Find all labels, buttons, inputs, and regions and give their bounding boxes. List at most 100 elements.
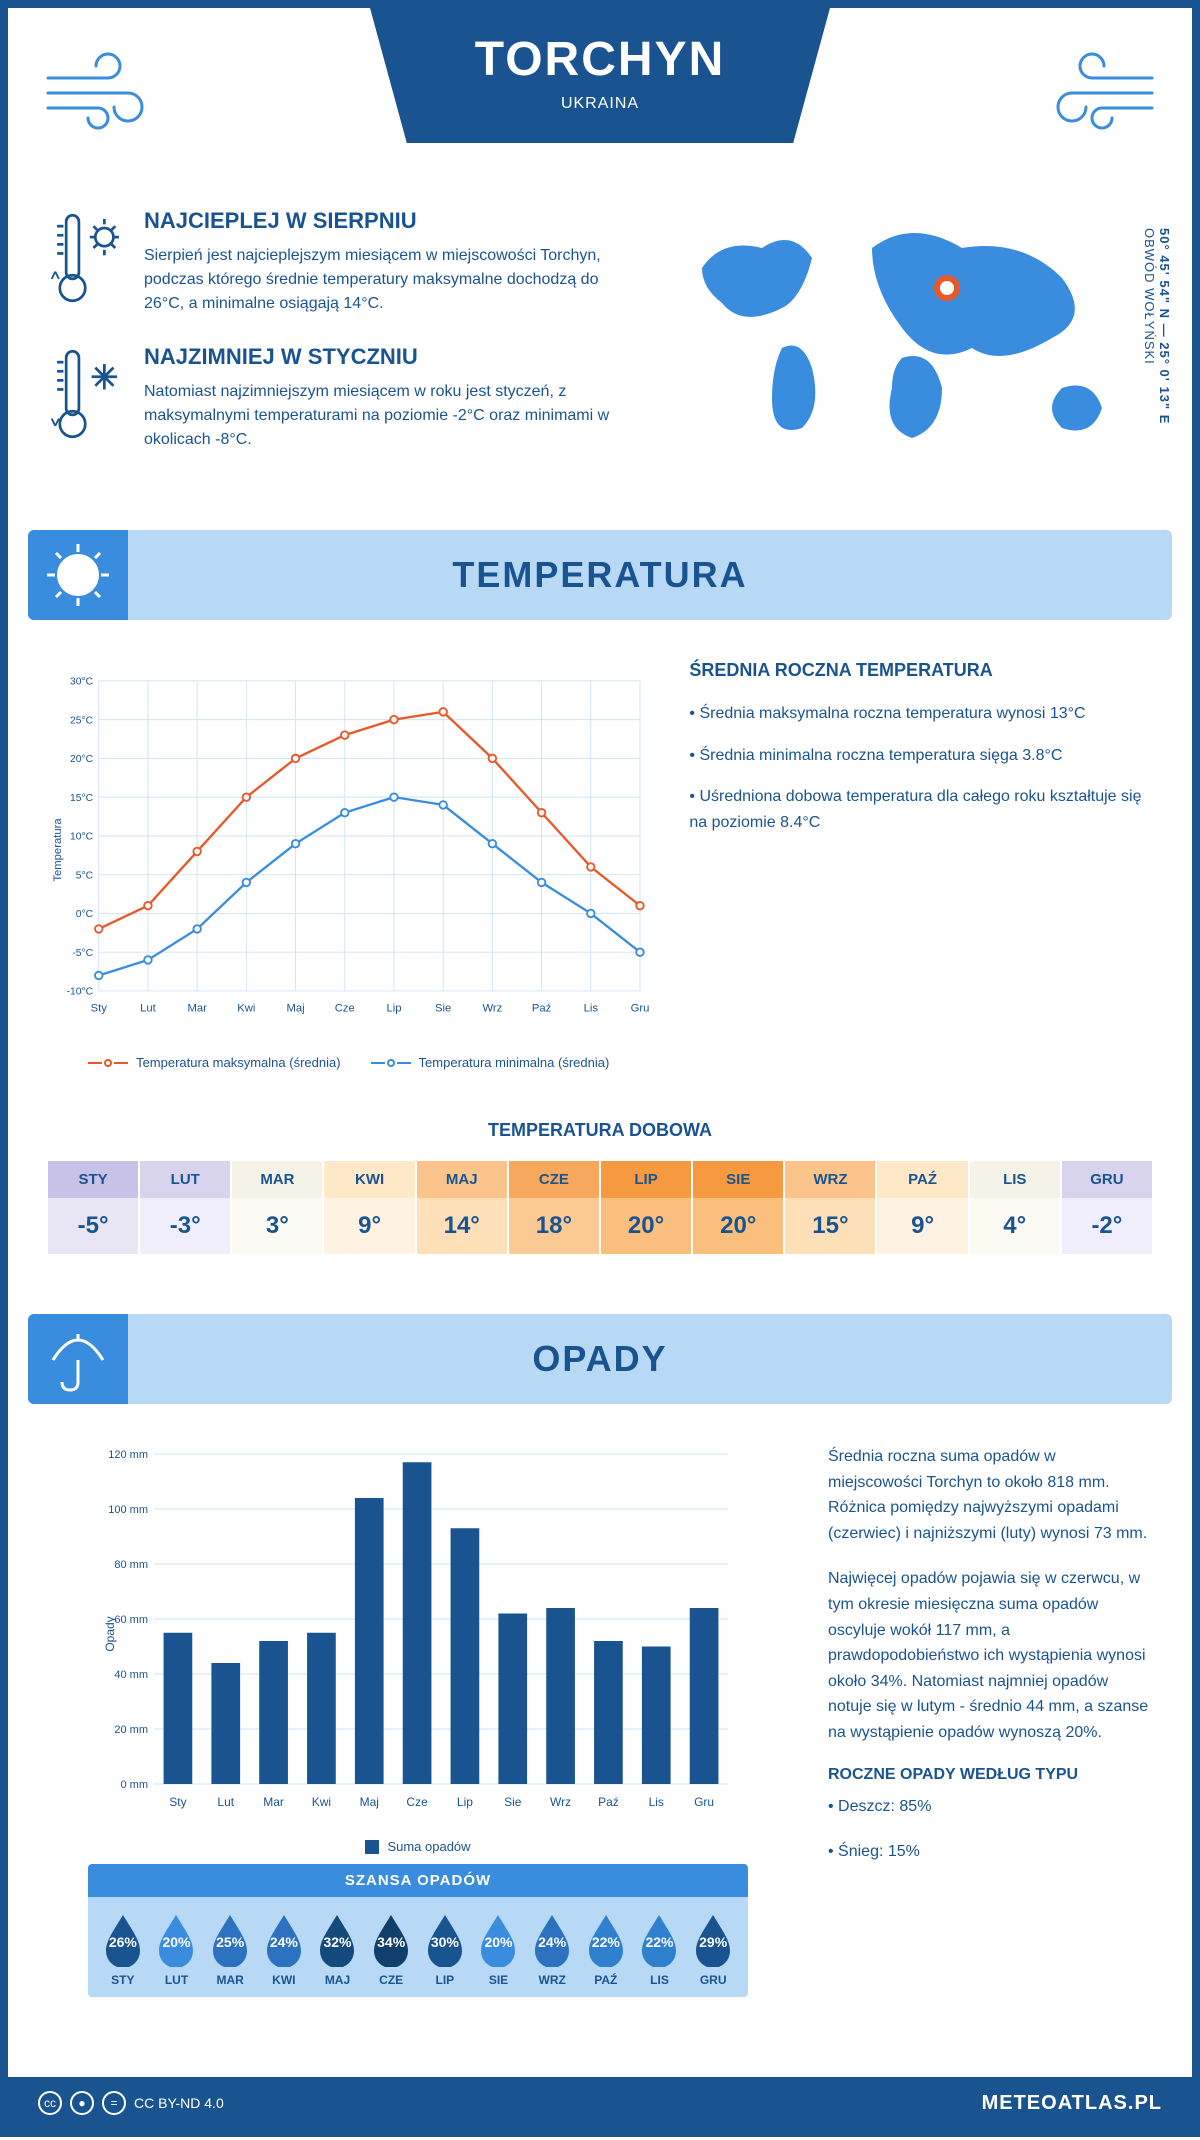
daily-temp-cell: LUT-3°: [140, 1161, 230, 1254]
precip-type-bullet: • Śnieg: 15%: [828, 1839, 1152, 1865]
temp-heading: TEMPERATURA: [452, 554, 747, 596]
svg-text:15°C: 15°C: [70, 793, 94, 804]
warmest-block: NAJCIEPLEJ W SIERPNIU Sierpień jest najc…: [48, 208, 642, 316]
footer: cc ● = CC BY-ND 4.0 METEOATLAS.PL: [8, 2077, 1192, 2129]
svg-text:20 mm: 20 mm: [114, 1724, 148, 1736]
svg-text:Paź: Paź: [598, 1795, 619, 1809]
svg-text:Lut: Lut: [217, 1795, 234, 1809]
svg-text:10°C: 10°C: [70, 832, 94, 843]
svg-text:Paź: Paź: [532, 1003, 552, 1015]
umbrella-icon: [43, 1324, 113, 1394]
svg-text:Opady: Opady: [103, 1616, 117, 1651]
country-subtitle: UKRAINA: [390, 95, 810, 113]
chance-cell: 34%CZE: [364, 1911, 418, 1987]
daily-temp-cell: LIP20°: [601, 1161, 691, 1254]
chance-cell: 22%LIS: [633, 1911, 687, 1987]
precip-type-bullet: • Deszcz: 85%: [828, 1794, 1152, 1820]
svg-text:Kwi: Kwi: [312, 1795, 331, 1809]
temperature-line-chart: -10°C-5°C0°C5°C10°C15°C20°C25°C30°CStyLu…: [48, 660, 649, 1070]
daily-temp-table: TEMPERATURA DOBOWA STY-5°LUT-3°MAR3°KWI9…: [8, 1110, 1192, 1294]
daily-temp-cell: CZE18°: [509, 1161, 599, 1254]
svg-text:Maj: Maj: [286, 1003, 304, 1015]
precip-para: Najwięcej opadów pojawia się w czerwcu, …: [828, 1566, 1152, 1745]
wind-icon: [38, 38, 178, 138]
chance-cell: 25%MAR: [203, 1911, 257, 1987]
city-title: TORCHYN: [390, 32, 810, 87]
svg-text:30°C: 30°C: [70, 677, 94, 688]
svg-text:Gru: Gru: [631, 1003, 650, 1015]
temp-stat-bullet: • Średnia minimalna roczna temperatura s…: [689, 743, 1152, 769]
nd-icon: =: [102, 2091, 126, 2115]
daily-temp-cell: GRU-2°: [1062, 1161, 1152, 1254]
legend-item: Temperatura maksymalna (średnia): [88, 1055, 340, 1070]
temp-stat-bullet: • Uśredniona dobowa temperatura dla całe…: [689, 784, 1152, 835]
header: TORCHYN UKRAINA: [8, 8, 1192, 188]
svg-text:Mar: Mar: [187, 1003, 207, 1015]
chance-of-precip: SZANSA OPADÓW 26%STY20%LUT25%MAR24%KWI32…: [88, 1864, 748, 1997]
svg-text:Kwi: Kwi: [237, 1003, 255, 1015]
thermometer-sun-icon: [48, 208, 128, 308]
svg-text:-5°C: -5°C: [72, 948, 93, 959]
daily-temp-cell: LIS4°: [970, 1161, 1060, 1254]
precip-para: Średnia roczna suma opadów w miejscowośc…: [828, 1444, 1152, 1546]
cc-icon: cc: [38, 2091, 62, 2115]
legend-item: Temperatura minimalna (średnia): [371, 1055, 610, 1070]
coldest-text: Natomiast najzimniejszym miesiącem w rok…: [144, 380, 642, 452]
precip-stats: Średnia roczna suma opadów w miejscowośc…: [828, 1444, 1152, 2037]
chance-cell: 20%SIE: [472, 1911, 526, 1987]
svg-text:Lip: Lip: [386, 1003, 401, 1015]
chance-cell: 20%LUT: [150, 1911, 204, 1987]
chance-title: SZANSA OPADÓW: [88, 1864, 748, 1897]
svg-text:Wrz: Wrz: [482, 1003, 502, 1015]
daily-temp-cell: KWI9°: [324, 1161, 414, 1254]
chance-cell: 26%STY: [96, 1911, 150, 1987]
svg-text:Lip: Lip: [457, 1795, 473, 1809]
daily-temp-cell: MAR3°: [232, 1161, 322, 1254]
temp-chart-legend: Temperatura maksymalna (średnia) Temperat…: [48, 1055, 649, 1070]
chance-cell: 22%PAŹ: [579, 1911, 633, 1987]
svg-text:Cze: Cze: [335, 1003, 355, 1015]
precipitation-bar-chart: 0 mm20 mm40 mm60 mm80 mm100 mm120 mmStyL…: [48, 1444, 788, 2037]
svg-text:Sie: Sie: [435, 1003, 451, 1015]
svg-text:80 mm: 80 mm: [114, 1559, 148, 1571]
svg-text:5°C: 5°C: [76, 870, 94, 881]
svg-text:Lis: Lis: [649, 1795, 664, 1809]
chance-cell: 24%WRZ: [525, 1911, 579, 1987]
info-row: NAJCIEPLEJ W SIERPNIU Sierpień jest najc…: [8, 188, 1192, 510]
svg-text:Lut: Lut: [140, 1003, 157, 1015]
warmest-text: Sierpień jest najcieplejszym miesiącem w…: [144, 244, 642, 316]
thermometer-snow-icon: [48, 344, 128, 444]
svg-text:Maj: Maj: [360, 1795, 379, 1809]
chance-cell: 30%LIP: [418, 1911, 472, 1987]
svg-text:Sty: Sty: [169, 1795, 186, 1809]
svg-text:Wrz: Wrz: [550, 1795, 571, 1809]
precip-type-title: ROCZNE OPADY WEDŁUG TYPU: [828, 1766, 1152, 1784]
daily-temp-cell: SIE20°: [693, 1161, 783, 1254]
svg-text:0°C: 0°C: [76, 909, 94, 920]
temp-section-bar: TEMPERATURA: [28, 530, 1172, 620]
chance-cell: 29%GRU: [686, 1911, 740, 1987]
svg-text:Lis: Lis: [584, 1003, 599, 1015]
daily-temp-cell: PAŹ9°: [877, 1161, 967, 1254]
svg-text:40 mm: 40 mm: [114, 1669, 148, 1681]
svg-text:Sie: Sie: [504, 1795, 522, 1809]
svg-text:0 mm: 0 mm: [121, 1779, 149, 1791]
wind-icon: [1022, 38, 1162, 138]
location-marker: [937, 278, 957, 298]
sun-icon: [43, 540, 113, 610]
daily-temp-cell: STY-5°: [48, 1161, 138, 1254]
daily-temp-cell: WRZ15°: [785, 1161, 875, 1254]
svg-text:60 mm: 60 mm: [114, 1614, 148, 1626]
title-banner: TORCHYN UKRAINA: [370, 8, 830, 143]
svg-text:20°C: 20°C: [70, 754, 94, 765]
svg-text:-10°C: -10°C: [67, 987, 94, 998]
world-map: 50° 45' 54" N — 25° 0' 13" E OBWÓD WOŁYŃ…: [672, 208, 1152, 480]
daily-temp-cell: MAJ14°: [417, 1161, 507, 1254]
temp-stats: ŚREDNIA ROCZNA TEMPERATURA • Średnia mak…: [689, 660, 1152, 1070]
precip-legend: Suma opadów: [48, 1839, 788, 1854]
world-map-svg: [672, 208, 1152, 458]
svg-text:Temperatura: Temperatura: [52, 818, 64, 882]
brand-label: METEOATLAS.PL: [982, 2092, 1162, 2115]
svg-text:100 mm: 100 mm: [108, 1504, 148, 1516]
temp-stat-bullet: • Średnia maksymalna roczna temperatura …: [689, 701, 1152, 727]
